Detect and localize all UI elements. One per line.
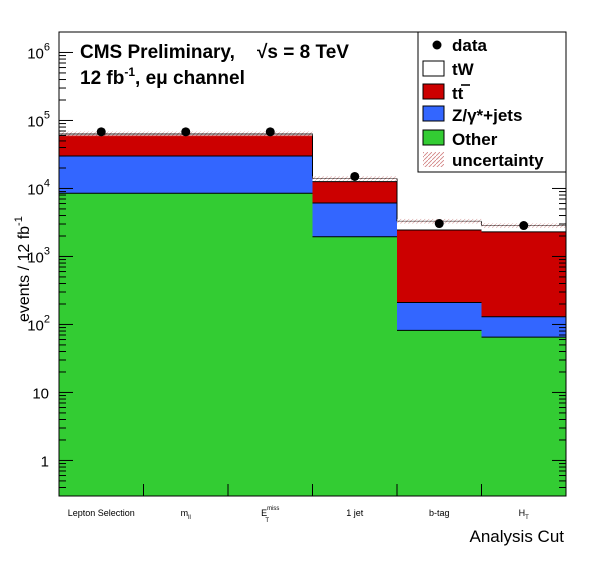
bar-segment-z-jets (312, 203, 397, 237)
legend-box (417, 31, 567, 173)
bar-segment-t-t (397, 229, 482, 303)
bar-segment-t-t (481, 231, 566, 317)
lumi-exponent: -1 (124, 65, 135, 79)
lumi-value: 12 fb (80, 68, 124, 89)
y-tick-label: 104 (27, 177, 50, 198)
x-tick-label-sup: miss (267, 506, 279, 512)
y-tick-label: 103 (27, 245, 50, 266)
bar-segment-other (143, 193, 228, 496)
y-tick-label: 106 (27, 41, 50, 62)
x-tick-label: HT (519, 508, 530, 521)
y-axis-title-exp: -1 (13, 216, 25, 226)
y-axis-title-main: events / 12 fb (16, 226, 33, 322)
legend-swatch-other (422, 129, 445, 146)
legend: data tW tt Z/γ*+jets Other uncertainty (417, 31, 567, 173)
legend-entry-tw: tW (422, 60, 475, 79)
x-tick-label-base: H (519, 508, 526, 518)
bar-segment-other (59, 193, 144, 496)
bar-segment-z-jets (481, 316, 566, 338)
legend-label-uncertainty: uncertainty (452, 151, 544, 170)
legend-swatch-tw (422, 60, 445, 77)
data-point (181, 127, 191, 137)
legend-label-zjets: Z/γ*+jets (452, 106, 522, 125)
y-tick-label: 105 (27, 109, 50, 130)
y-axis-title: events / 12 fb-1 (13, 216, 33, 322)
data-point (96, 127, 106, 137)
x-axis-title: Analysis Cut (470, 527, 565, 546)
legend-label-tw: tW (452, 60, 475, 79)
y-tick-label-base: 10 (27, 45, 44, 62)
legend-label-data: data (452, 36, 488, 55)
legend-label-other: Other (452, 130, 498, 149)
legend-marker-data (432, 40, 442, 50)
legend-label-ttbar: tt (452, 84, 464, 103)
y-tick-label-exp: 2 (44, 313, 50, 325)
experiment-label: CMS Preliminary, (80, 42, 235, 63)
data-point (265, 127, 275, 137)
channel-label: , eμ channel (135, 68, 245, 89)
y-tick-label-exp: 5 (44, 109, 50, 121)
bar-segment-other (397, 330, 482, 496)
legend-entry-data: data (432, 36, 488, 55)
bar-segment-t-t (143, 134, 228, 157)
legend-entry-other: Other (422, 129, 498, 149)
x-tick-label: b-tag (429, 508, 450, 518)
x-tick-label: 1 jet (346, 508, 364, 518)
bar-segment-other (481, 337, 566, 496)
legend-entry-zjets: Z/γ*+jets (422, 105, 522, 125)
y-tick-label-base: 10 (27, 113, 44, 130)
legend-swatch-zjets (422, 105, 445, 122)
y-tick-label: 1 (41, 453, 49, 470)
data-point (350, 171, 360, 181)
bar-segment-other (228, 193, 313, 496)
bar-segment-t-t (312, 181, 397, 204)
data-points-layer (96, 127, 529, 231)
data-point (434, 219, 444, 229)
y-tick-label-exp: 6 (44, 41, 50, 53)
energy-label: √s = 8 TeV (257, 42, 349, 63)
legend-swatch-uncertainty (423, 152, 444, 167)
y-tick-label: 102 (27, 313, 50, 334)
luminosity-label: 12 fb-1, eμ channel (80, 65, 245, 89)
x-tick-label-base: Lepton Selection (68, 508, 135, 518)
legend-entry-ttbar: tt (422, 83, 470, 103)
y-tick-label-base: 10 (27, 181, 44, 198)
x-tick-label-base: E (261, 508, 267, 518)
x-tick-label-base: m (181, 508, 189, 518)
x-tick-label-base: b-tag (429, 508, 450, 518)
y-tick-label-base: 10 (27, 249, 44, 266)
x-tick-label: mll (181, 508, 191, 521)
bar-segment-z-jets (228, 156, 313, 194)
x-tick-label-sub: T (525, 515, 529, 521)
y-tick-label-exp: 4 (44, 177, 50, 189)
x-tick-label-sub: ll (188, 515, 191, 521)
y-tick-label-exp: 3 (44, 245, 50, 257)
x-tick-label-base: 1 jet (346, 508, 364, 518)
x-axis: Lepton Selection mll Emiss T1 jet b-tag HT (58, 484, 567, 524)
bar-segment-z-jets (397, 302, 482, 331)
y-tick-label: 10 (32, 385, 49, 402)
bar-segment-t-t (228, 134, 313, 157)
x-tick-label: Lepton Selection (68, 508, 135, 518)
x-tick-label-sub: T (265, 518, 269, 524)
bar-segment-z-jets (59, 156, 144, 194)
bar-segment-z-jets (143, 156, 228, 194)
data-point (519, 221, 529, 231)
legend-entry-uncertainty: uncertainty (423, 151, 544, 170)
bars-layer (59, 131, 566, 496)
y-tick-label-base: 10 (27, 317, 44, 334)
x-tick-label: Emiss T (261, 506, 279, 524)
bar-segment-other (312, 236, 397, 496)
legend-swatch-ttbar (422, 83, 445, 100)
bar-segment-t-t (59, 134, 144, 157)
